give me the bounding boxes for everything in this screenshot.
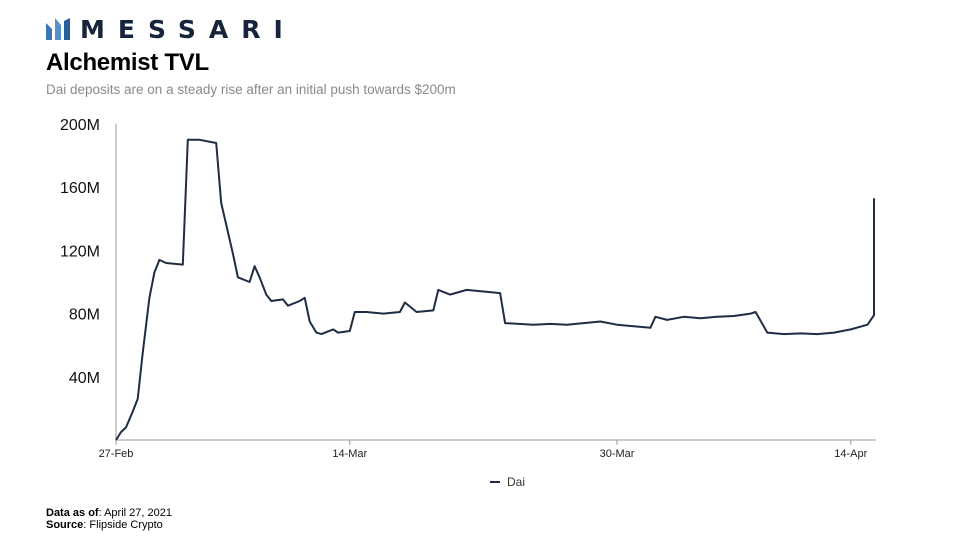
- logo-wordmark: MESSARI: [80, 14, 296, 44]
- y-tick-label: 120M: [60, 243, 100, 260]
- series-line-dai: [115, 138, 875, 441]
- source-value: : Flipside Crypto: [83, 519, 163, 531]
- messari-logo: MESSARI: [46, 14, 296, 44]
- source-note: Source: Flipside Crypto: [46, 519, 163, 531]
- legend-label-dai: Dai: [507, 475, 526, 489]
- y-tick-label: 160M: [60, 180, 100, 197]
- data-as-of-value: : April 27, 2021: [98, 507, 172, 519]
- data-as-of-label: Data as of: [46, 507, 99, 519]
- chart-legend[interactable]: Dai: [490, 475, 525, 489]
- messari-logo-icon: [46, 18, 70, 40]
- source-label: Source: [46, 519, 84, 531]
- data-as-of-note: Data as of: April 27, 2021: [46, 507, 172, 519]
- page-subtitle: Dai deposits are on a steady rise after …: [46, 82, 456, 97]
- legend-swatch-dai: [490, 481, 500, 483]
- page-title: Alchemist TVL: [46, 49, 209, 76]
- y-tick-label: 80M: [69, 307, 100, 324]
- x-tick-label: 14-Apr: [834, 448, 867, 460]
- x-tick-label: 30-Mar: [600, 448, 635, 460]
- y-tick-label: 40M: [69, 370, 100, 387]
- x-tick-label: 14-Mar: [332, 448, 367, 460]
- x-tick-label: 27-Feb: [99, 448, 134, 460]
- y-tick-label: 200M: [60, 117, 100, 134]
